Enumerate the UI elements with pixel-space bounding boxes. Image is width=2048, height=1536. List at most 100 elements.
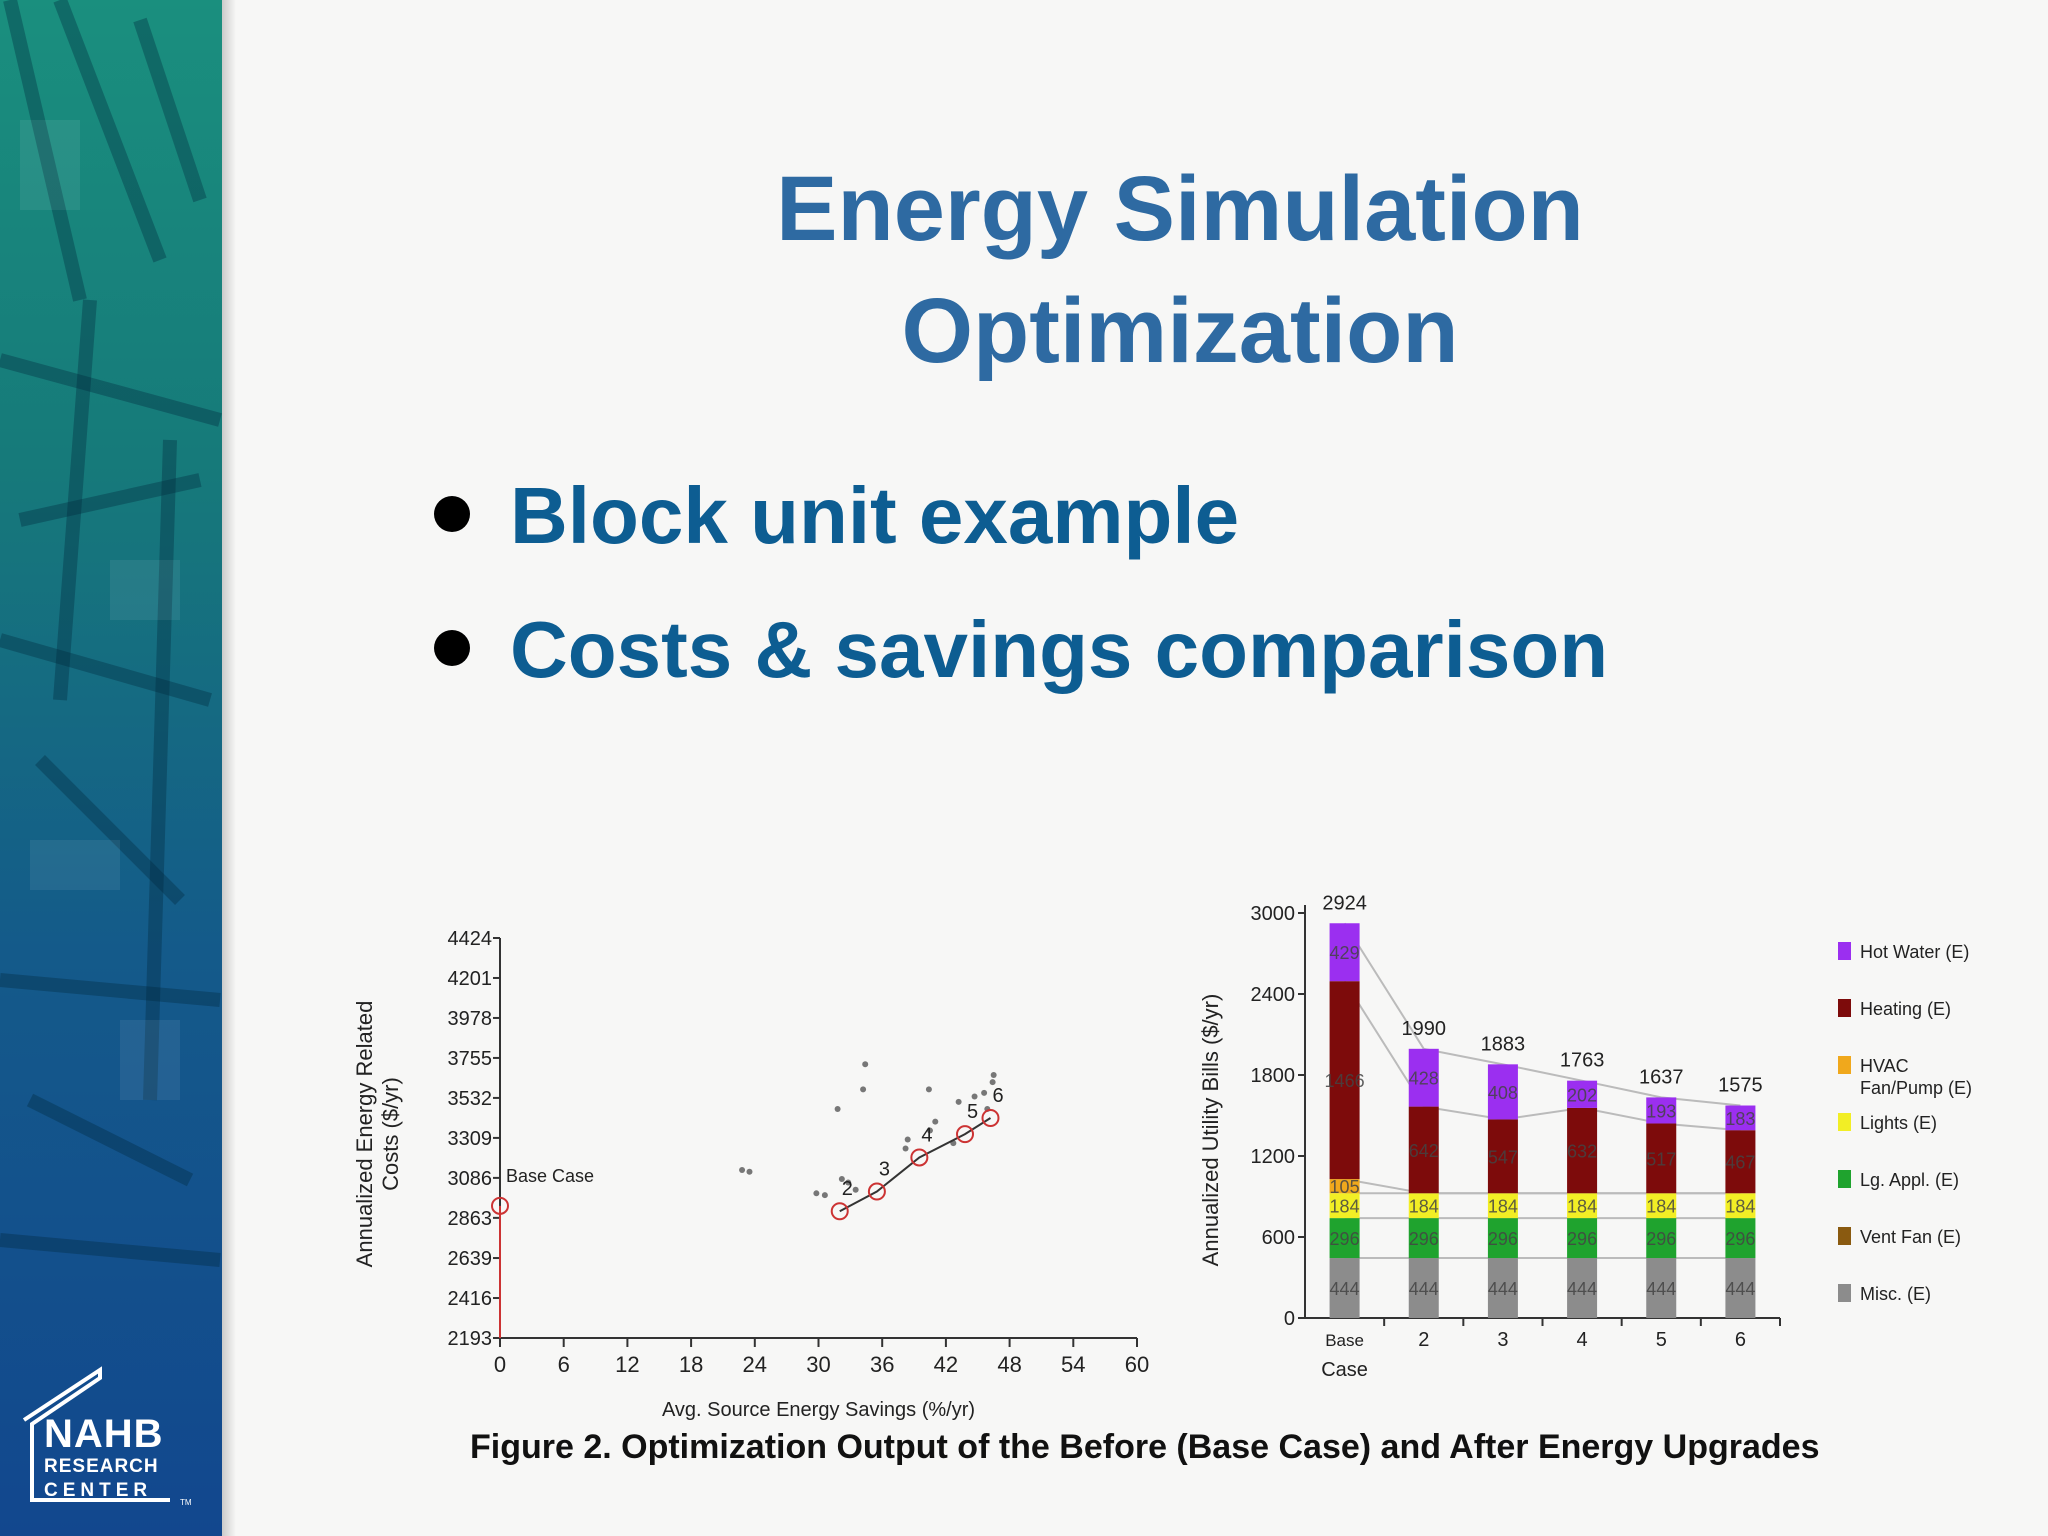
y-tick-label: 1800: [1251, 1065, 1296, 1087]
bar-segment: [1329, 1179, 1360, 1194]
scatter-point: [821, 1192, 828, 1199]
bar-segment-label: 202: [1567, 1085, 1597, 1105]
title-line-1: Energy Simulation: [776, 158, 1584, 260]
x-axis-title: Avg. Source Energy Savings (%/yr): [662, 1399, 975, 1421]
bar-segment: [1408, 1048, 1439, 1107]
legend-label: Heating (E): [1860, 999, 1951, 1019]
bar-segment: [1408, 1218, 1439, 1259]
bar-segment-label: 632: [1567, 1142, 1597, 1162]
y-tick-label: 1200: [1251, 1146, 1296, 1168]
scatter-point: [845, 1179, 852, 1186]
bar-segment-label: 517: [1646, 1149, 1676, 1169]
x-tick-label: 60: [1125, 1352, 1149, 1377]
x-tick-label: Base: [1325, 1331, 1364, 1350]
legend-swatch: [1838, 999, 1851, 1017]
bar-segment-label: 105: [1330, 1177, 1360, 1197]
logo-text-nahb: NAHB: [44, 1412, 164, 1456]
bar-segment-label: 408: [1488, 1083, 1518, 1103]
bar-segment-label: 296: [1409, 1229, 1439, 1249]
scatter-point: [926, 1127, 933, 1134]
x-tick-label: 18: [679, 1352, 703, 1377]
scatter-point: [739, 1167, 746, 1174]
x-tick-label: 3: [1497, 1329, 1508, 1351]
slide-title: Energy Simulation Optimization: [560, 148, 1800, 392]
bar-segment: [1646, 1258, 1677, 1318]
bar-segment: [1567, 1080, 1598, 1108]
bar-segment: [1567, 1218, 1598, 1259]
bar-segment: [1408, 1193, 1439, 1219]
optimal-point: [910, 1148, 929, 1167]
legend-label: HVAC: [1860, 1056, 1909, 1076]
legend-label: Lg. Appl. (E): [1860, 1170, 1959, 1190]
bar-segment-label: 296: [1725, 1229, 1755, 1249]
y-tick-label: 2639: [448, 1248, 493, 1270]
scatter-point: [746, 1168, 753, 1175]
legend-label: Fan/Pump (E): [1860, 1078, 1972, 1098]
scatter-point: [932, 1118, 939, 1125]
bar-segment-label: 428: [1409, 1069, 1439, 1089]
bar-segment: [1329, 923, 1360, 982]
figure-caption: Figure 2. Optimization Output of the Bef…: [470, 1428, 1820, 1466]
x-tick-label: 6: [1735, 1329, 1746, 1351]
bar-segment-label: 444: [1725, 1279, 1755, 1299]
scatter-point: [813, 1190, 820, 1197]
scatter-chart: 2193241626392863308633093532375539784201…: [352, 928, 1149, 1421]
bar-total-label: 1883: [1481, 1033, 1526, 1055]
bullet-item: Costs & savings comparison: [434, 604, 1608, 696]
x-tick-label: 12: [615, 1352, 639, 1377]
y-tick-label: 0: [1284, 1308, 1295, 1330]
scatter-point: [902, 1145, 909, 1152]
optimal-point: [867, 1182, 886, 1201]
y-axis-title: Annualized Utility Bills ($/yr): [1198, 994, 1223, 1267]
x-tick-label: 0: [494, 1352, 506, 1377]
bullet-dot-icon: [434, 495, 470, 532]
scatter-point: [852, 1186, 859, 1193]
y-tick-label: 2193: [448, 1328, 493, 1350]
segment-connector-line: [1343, 980, 1741, 1132]
optimal-point: [956, 1125, 975, 1144]
bar-segment-label: 296: [1646, 1229, 1676, 1249]
bar-total-label: 1990: [1402, 1018, 1447, 1040]
bar-segment-label: 296: [1488, 1229, 1518, 1249]
segment-connector-line: [1344, 1178, 1741, 1195]
y-tick-label: 3086: [448, 1168, 493, 1190]
bar-segment: [1567, 1107, 1598, 1194]
scatter-point: [904, 1136, 911, 1143]
scatter-point: [981, 1089, 988, 1096]
x-tick-label: 36: [870, 1352, 894, 1377]
x-tick-label: 48: [997, 1352, 1021, 1377]
x-tick-label: 4: [1577, 1329, 1588, 1351]
bar-segment-label: 1466: [1325, 1071, 1365, 1091]
bar-segment: [1646, 1193, 1677, 1219]
optimal-point: [981, 1109, 1000, 1128]
scatter-point: [925, 1086, 932, 1093]
bar-segment-label: 444: [1488, 1279, 1518, 1299]
bar-total-label: 1763: [1560, 1050, 1605, 1072]
y-tick-label: 4201: [448, 968, 493, 990]
bar-segment: [1329, 1193, 1360, 1219]
bullet-dot-icon: [434, 629, 470, 666]
bar-segment-label: 444: [1567, 1279, 1597, 1299]
bar-segment: [1567, 1193, 1598, 1219]
bullet-text: Block unit example: [510, 471, 1240, 560]
bar-segment-label: 296: [1330, 1229, 1360, 1249]
bar-segment-label: 444: [1646, 1279, 1676, 1299]
y-tick-label: 2416: [448, 1288, 493, 1310]
bar-segment: [1487, 1193, 1518, 1219]
scatter-point: [990, 1071, 997, 1078]
bar-segment-label: 183: [1725, 1109, 1755, 1129]
legend-swatch: [1838, 942, 1851, 960]
bar-segment-label: 642: [1409, 1141, 1439, 1161]
bar-segment: [1725, 1130, 1756, 1194]
bar-segment: [1408, 1258, 1439, 1318]
bar-segment-label: 296: [1567, 1229, 1597, 1249]
bar-segment-label: 547: [1488, 1147, 1518, 1167]
scatter-point: [860, 1086, 867, 1093]
y-tick-label: 3309: [448, 1128, 493, 1150]
y-tick-label: 2400: [1251, 984, 1296, 1006]
bar-segment-label: 184: [1409, 1197, 1439, 1217]
y-axis-title: Annualized Energy RelatedCosts ($/yr): [352, 1001, 403, 1268]
bar-segment-label: 184: [1488, 1197, 1518, 1217]
x-tick-label: 6: [558, 1352, 570, 1377]
